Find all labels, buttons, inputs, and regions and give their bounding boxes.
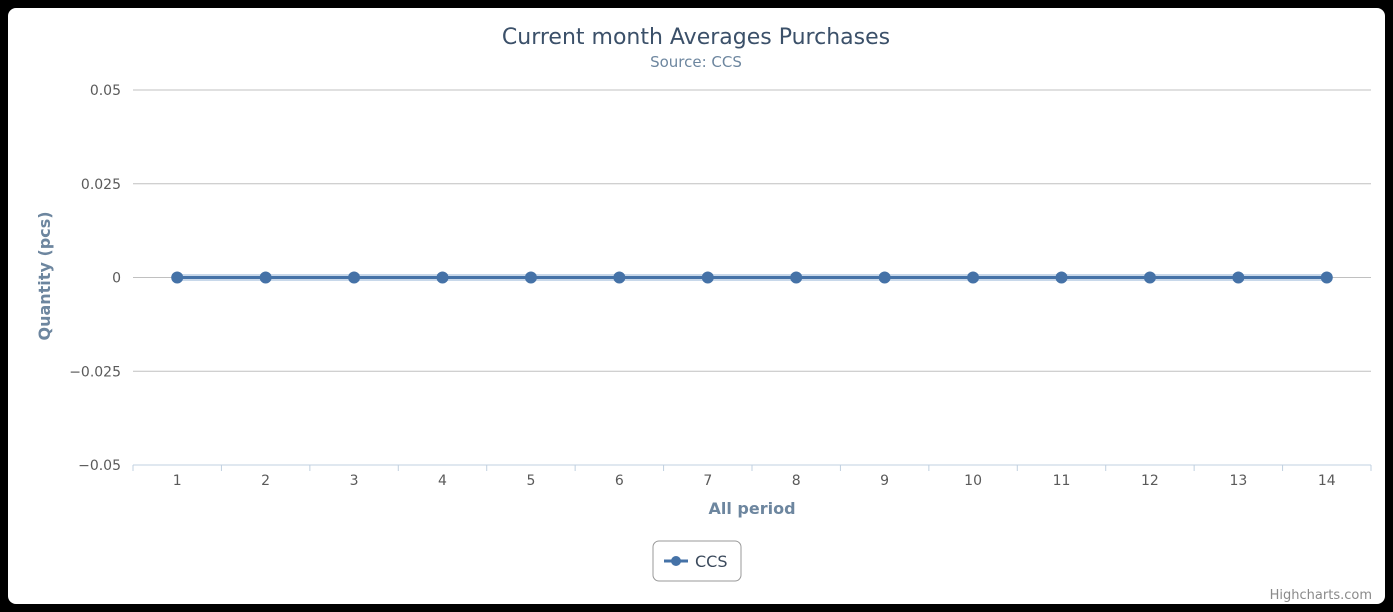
y-axis: 0.05 0.025 0 −0.025 −0.05 bbox=[69, 83, 121, 474]
legend-box bbox=[652, 540, 742, 582]
y-tick-label: 0.025 bbox=[81, 177, 121, 193]
x-tick-label: 14 bbox=[1318, 473, 1336, 489]
chart-container: Current month Averages Purchases Source:… bbox=[8, 8, 1385, 604]
y-tick-label: −0.05 bbox=[78, 458, 121, 474]
legend[interactable]: CCS bbox=[652, 540, 742, 582]
data-point-marker[interactable] bbox=[701, 271, 714, 284]
x-axis: 1 2 3 4 5 6 7 8 9 10 11 12 13 14 bbox=[132, 464, 1372, 489]
x-tick-label: 10 bbox=[964, 473, 982, 489]
chart-title: Current month Averages Purchases bbox=[502, 25, 890, 50]
y-tick-label: −0.025 bbox=[69, 364, 121, 380]
x-tick-label: 1 bbox=[173, 473, 182, 489]
data-point-marker[interactable] bbox=[1055, 271, 1068, 284]
x-tick-label: 5 bbox=[526, 473, 535, 489]
data-point-marker[interactable] bbox=[1232, 271, 1245, 284]
data-point-marker[interactable] bbox=[1320, 271, 1333, 284]
legend-marker-symbol bbox=[671, 556, 681, 566]
x-tick-label: 13 bbox=[1229, 473, 1247, 489]
y-axis-title: Quantity (pcs) bbox=[35, 211, 54, 340]
x-tick-label: 11 bbox=[1053, 473, 1071, 489]
data-point-marker[interactable] bbox=[436, 271, 449, 284]
data-point-marker[interactable] bbox=[878, 271, 891, 284]
y-tick-label: 0 bbox=[112, 271, 121, 287]
x-tick-label: 4 bbox=[438, 473, 447, 489]
data-point-marker[interactable] bbox=[171, 271, 184, 284]
data-point-marker[interactable] bbox=[967, 271, 980, 284]
x-tick-label: 2 bbox=[261, 473, 270, 489]
data-point-marker[interactable] bbox=[348, 271, 361, 284]
data-point-marker[interactable] bbox=[1143, 271, 1156, 284]
data-point-marker[interactable] bbox=[613, 271, 626, 284]
y-tick-label: 0.05 bbox=[90, 83, 121, 99]
x-tick-label: 7 bbox=[703, 473, 712, 489]
x-tick-label: 6 bbox=[615, 473, 624, 489]
x-tick-label: 12 bbox=[1141, 473, 1159, 489]
data-point-marker[interactable] bbox=[259, 271, 272, 284]
x-tick-label: 8 bbox=[792, 473, 801, 489]
x-tick-label: 3 bbox=[350, 473, 359, 489]
credits-link[interactable]: Highcharts.com bbox=[1270, 588, 1372, 603]
series-ccs[interactable] bbox=[171, 271, 1333, 284]
data-point-marker[interactable] bbox=[790, 271, 803, 284]
chart-subtitle: Source: CCS bbox=[650, 53, 742, 71]
x-axis-title: All period bbox=[708, 499, 795, 518]
data-point-marker[interactable] bbox=[524, 271, 537, 284]
line-chart: Current month Averages Purchases Source:… bbox=[35, 25, 1372, 603]
legend-item-ccs[interactable]: CCS bbox=[695, 552, 728, 571]
x-tick-label: 9 bbox=[880, 473, 889, 489]
